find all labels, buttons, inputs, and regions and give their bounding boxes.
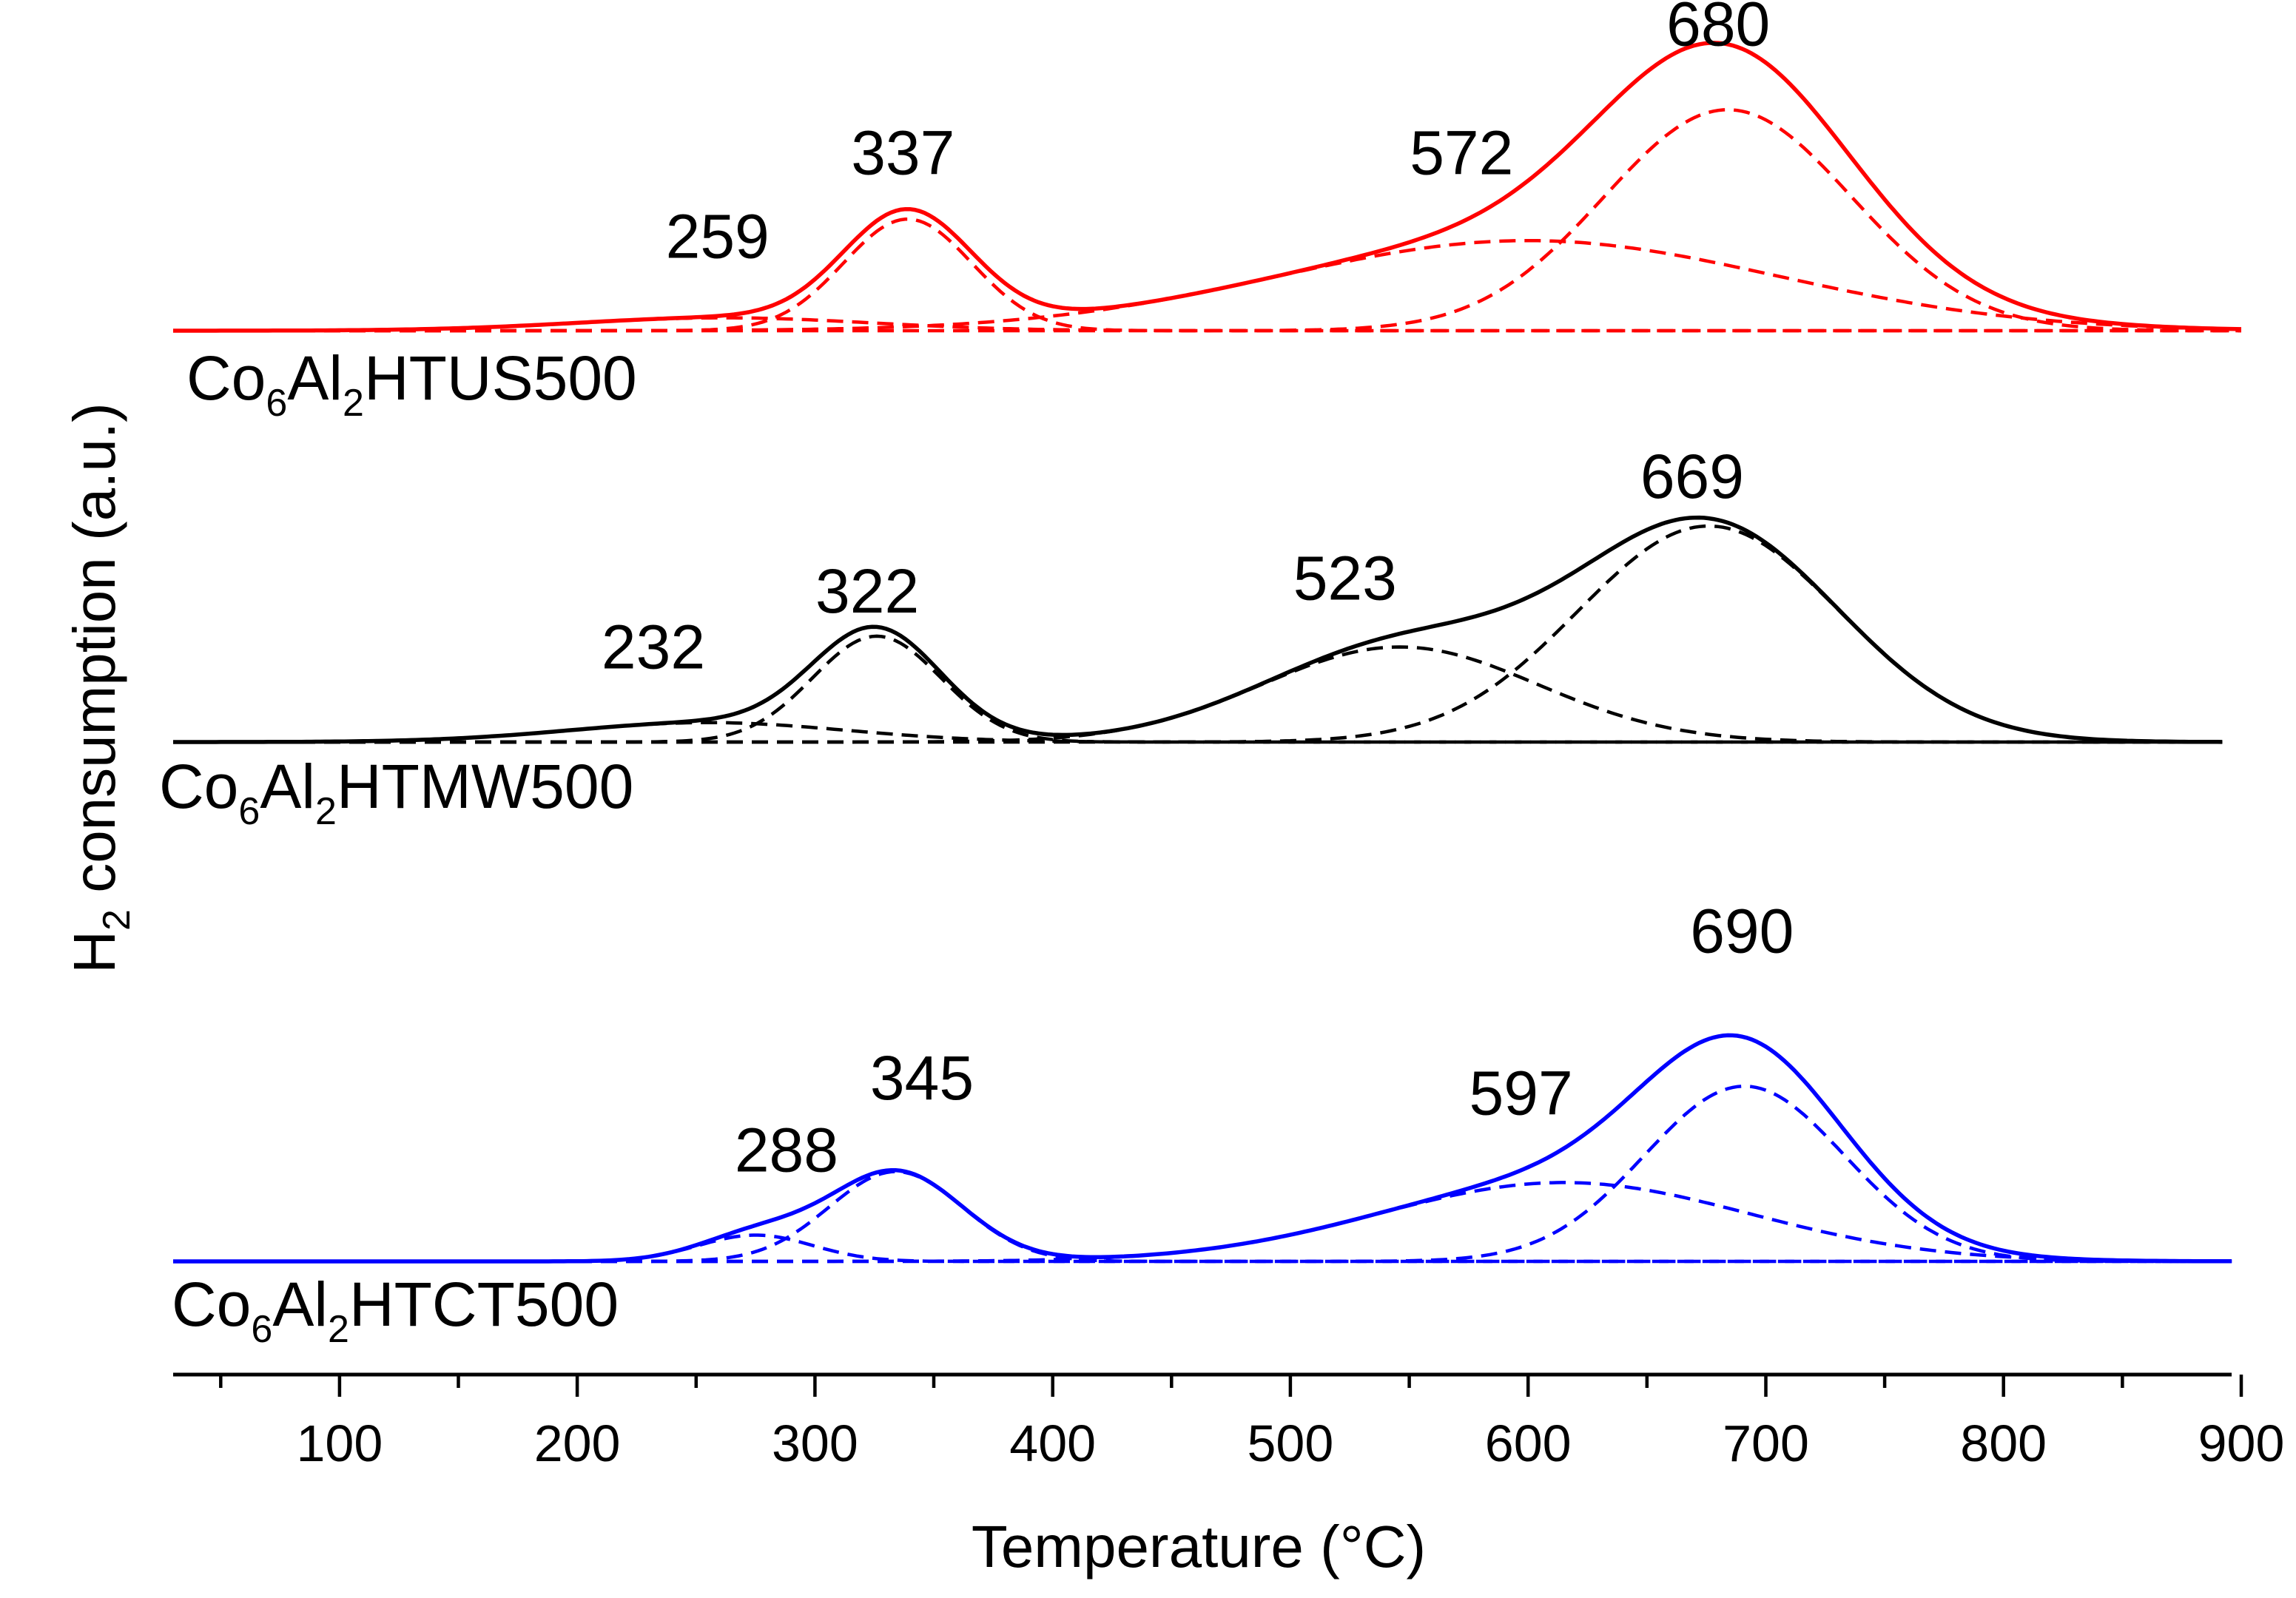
sample-label-part-1: 6 xyxy=(266,382,287,425)
component-peak-690 xyxy=(173,1085,2232,1264)
x-tick-label-900: 900 xyxy=(2198,1415,2285,1472)
sample-label-part-2: Al xyxy=(272,1270,328,1339)
envelope-Co6Al2HTCT500 xyxy=(173,1033,2232,1264)
sample-label-part-2: Al xyxy=(260,752,315,821)
sample-label-part-2: Al xyxy=(287,343,343,413)
sample-label-part-0: Co xyxy=(159,752,238,821)
envelope-Co6Al2HTMW500 xyxy=(173,515,2223,744)
series-Co6Al2HTMW500 xyxy=(173,515,2223,744)
x-tick-label-400: 400 xyxy=(1009,1415,1096,1472)
sample-label-Co6Al2HTCT500: Co6Al2HTCT500 xyxy=(172,1270,619,1351)
curves-layer xyxy=(173,41,2242,1264)
x-tick-label-100: 100 xyxy=(297,1415,383,1472)
component-peak-322 xyxy=(173,634,2223,744)
series-Co6Al2HTUS500 xyxy=(173,41,2242,333)
sample-label-Co6Al2HTMW500: Co6Al2HTMW500 xyxy=(159,752,633,833)
component-peak-523 xyxy=(173,645,2223,744)
series-Co6Al2HTCT500 xyxy=(173,1033,2232,1264)
envelope-Co6Al2HTUS500 xyxy=(173,41,2242,333)
sample-label-part-3: 2 xyxy=(328,1308,349,1351)
peak-label-597: 597 xyxy=(1469,1059,1573,1128)
component-peak-680 xyxy=(173,108,2241,333)
x-axis: 100 200 300 400 500 600 700 800 900 xyxy=(173,1372,2285,1472)
component-peak-572 xyxy=(173,238,2242,333)
peak-label-337: 337 xyxy=(851,118,955,187)
peak-labels: 259 337 572 680 232 322 523 669 288 345 597 690 xyxy=(602,0,1794,1185)
x-tick-label-700: 700 xyxy=(1723,1415,1809,1472)
peak-label-669: 669 xyxy=(1640,442,1744,511)
x-tick-label-500: 500 xyxy=(1248,1415,1334,1472)
x-tick-label-300: 300 xyxy=(772,1415,858,1472)
sample-label-part-1: 6 xyxy=(251,1308,272,1351)
sample-label-part-1: 6 xyxy=(238,790,260,833)
peak-label-288: 288 xyxy=(735,1116,838,1185)
y-axis-title-subscript: 2 xyxy=(95,909,138,931)
peak-label-322: 322 xyxy=(815,556,919,626)
sample-label-part-4: HTCT500 xyxy=(349,1270,619,1339)
component-peak-232 xyxy=(173,721,2223,744)
sample-label-part-4: HTMW500 xyxy=(337,752,633,821)
peak-label-345: 345 xyxy=(870,1043,974,1113)
x-tick-label-200: 200 xyxy=(534,1415,621,1472)
peak-label-259: 259 xyxy=(666,201,770,271)
peak-label-232: 232 xyxy=(602,613,705,682)
x-tick-label-600: 600 xyxy=(1485,1415,1572,1472)
peak-label-523: 523 xyxy=(1293,543,1397,613)
sample-label-part-3: 2 xyxy=(315,790,337,833)
sample-label-part-0: Co xyxy=(172,1270,251,1339)
sample-label-part-4: HTUS500 xyxy=(364,343,637,413)
y-axis-title-main: H xyxy=(61,931,127,974)
sample-label-Co6Al2HTUS500: Co6Al2HTUS500 xyxy=(186,343,637,425)
peak-label-690: 690 xyxy=(1690,897,1794,966)
x-tick-label-800: 800 xyxy=(1960,1415,2047,1472)
y-axis-title-rest: consumption (a.u.) xyxy=(61,402,127,909)
y-axis-title: H2 consumption (a.u.) xyxy=(61,402,138,973)
peak-label-680: 680 xyxy=(1666,0,1770,58)
x-axis-title: Temperature (°C) xyxy=(972,1514,1426,1580)
sample-label-part-3: 2 xyxy=(343,382,364,425)
peak-label-572: 572 xyxy=(1410,118,1513,187)
sample-label-part-0: Co xyxy=(186,343,266,413)
